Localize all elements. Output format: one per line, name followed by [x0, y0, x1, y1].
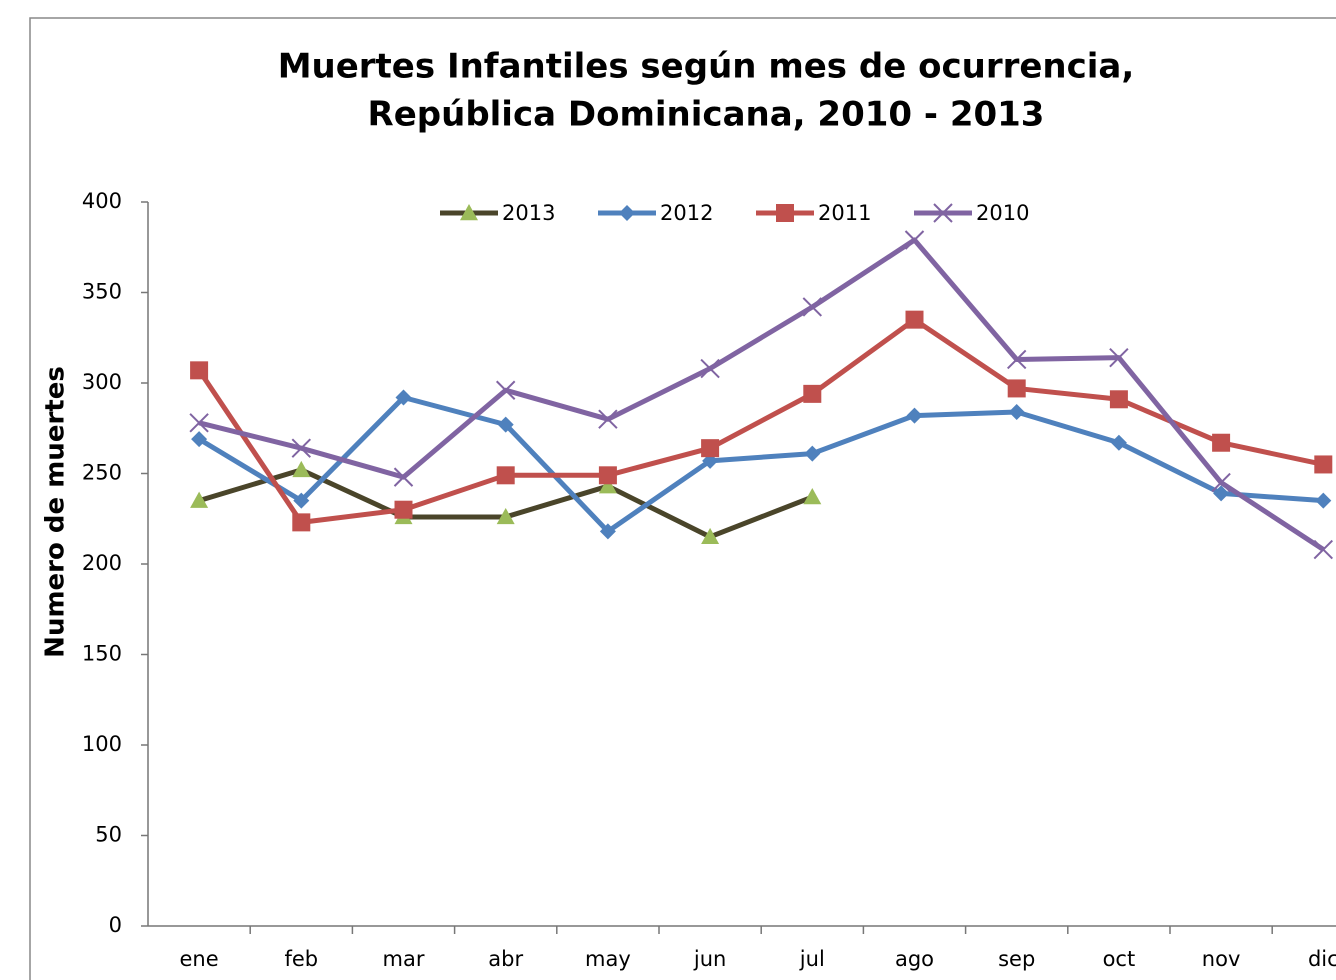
marker: [1109, 347, 1129, 368]
marker: [933, 203, 953, 223]
marker: [190, 361, 209, 380]
marker: [1315, 492, 1332, 509]
series-line: [198, 237, 1325, 552]
marker: [292, 460, 311, 478]
y-tick-label: 150: [82, 642, 122, 666]
marker: [496, 466, 515, 485]
marker: [189, 413, 209, 433]
marker: [1313, 539, 1334, 560]
series-line: [197, 394, 1324, 534]
legend-label: 2011: [818, 201, 871, 225]
x-tick-label: ene: [180, 947, 219, 971]
marker: [1211, 472, 1231, 493]
marker: [1213, 485, 1230, 502]
marker: [495, 380, 516, 400]
x-tick-label: sep: [998, 947, 1035, 971]
y-tick-label: 300: [82, 370, 122, 394]
marker: [1006, 349, 1027, 370]
marker: [1008, 403, 1025, 420]
marker: [803, 384, 822, 403]
marker: [395, 389, 412, 406]
marker: [497, 416, 514, 433]
chart-title: Muertes Infantiles según mes de ocurrenc…: [278, 47, 1135, 87]
y-tick-label: 250: [82, 461, 122, 485]
x-tick-label: jun: [693, 947, 726, 971]
x-tick-label: feb: [284, 947, 318, 971]
marker: [1007, 379, 1026, 398]
marker: [393, 467, 414, 487]
y-tick-label: 200: [82, 551, 122, 575]
marker: [291, 438, 312, 458]
y-tick-label: 50: [95, 823, 122, 847]
x-tick-label: mar: [383, 947, 425, 971]
chart-frame: [29, 17, 1336, 980]
marker: [598, 466, 617, 485]
legend-label: 2012: [660, 201, 713, 225]
legend-label: 2010: [976, 201, 1029, 225]
series-line: [197, 317, 1324, 525]
chart-title: República Dominicana, 2010 - 2013: [368, 95, 1045, 135]
marker: [496, 507, 515, 525]
marker: [598, 477, 617, 494]
marker: [904, 230, 925, 250]
marker: [293, 492, 310, 509]
x-tick-label: abr: [488, 947, 523, 971]
x-tick-label: ago: [895, 947, 934, 971]
marker: [599, 523, 616, 540]
marker: [292, 513, 311, 532]
y-axis-title: Numero de muertes: [41, 366, 71, 658]
marker: [906, 407, 923, 424]
marker: [804, 445, 821, 462]
marker: [619, 205, 635, 221]
marker: [803, 488, 822, 505]
marker: [1314, 455, 1333, 474]
x-tick-label: jul: [799, 947, 825, 971]
marker: [776, 204, 794, 222]
marker: [802, 297, 823, 317]
marker: [700, 358, 720, 379]
marker: [1110, 434, 1127, 451]
marker: [394, 500, 413, 519]
x-tick-label: nov: [1202, 947, 1241, 971]
legend-label: 2013: [502, 201, 555, 225]
x-tick-label: oct: [1103, 947, 1136, 971]
marker: [701, 527, 720, 545]
marker: [1212, 433, 1231, 452]
marker: [460, 204, 478, 221]
marker: [905, 310, 924, 329]
y-tick-label: 350: [82, 280, 122, 304]
marker: [598, 409, 618, 429]
marker: [191, 431, 208, 448]
x-tick-label: dic: [1308, 947, 1336, 971]
marker: [190, 491, 209, 508]
y-tick-label: 100: [82, 732, 122, 756]
y-tick-label: 0: [109, 913, 122, 937]
y-tick-label: 400: [82, 189, 122, 213]
x-tick-label: may: [585, 947, 631, 971]
marker: [701, 439, 720, 458]
marker: [1109, 390, 1128, 409]
